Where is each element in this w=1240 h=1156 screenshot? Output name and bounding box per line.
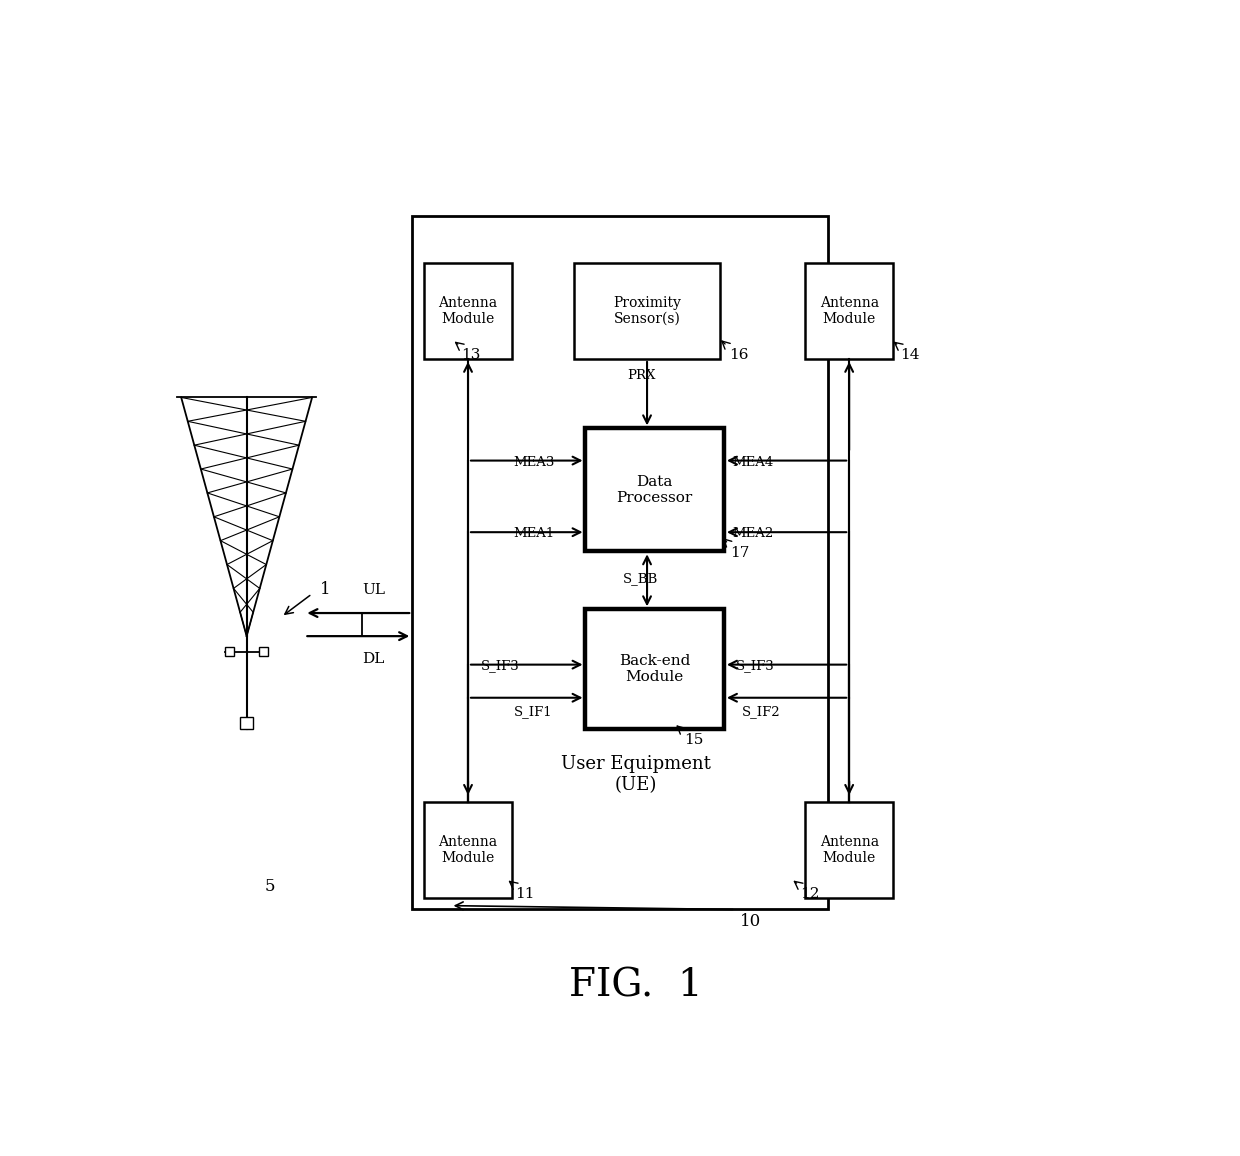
Text: PRX: PRX (627, 370, 656, 383)
Bar (241, 717, 253, 728)
Bar (585, 609, 724, 728)
Text: 10: 10 (739, 912, 760, 929)
Bar (412, 216, 828, 910)
Bar (424, 262, 512, 360)
Text: MEA3: MEA3 (513, 457, 554, 469)
Bar (585, 428, 724, 551)
Bar (259, 647, 268, 657)
Text: Antenna
Module: Antenna Module (820, 296, 879, 326)
Text: Antenna
Module: Antenna Module (820, 835, 879, 865)
Text: 14: 14 (900, 348, 920, 362)
Text: 5: 5 (264, 877, 275, 895)
Text: DL: DL (362, 652, 384, 666)
Text: MEA2: MEA2 (733, 527, 774, 540)
Text: 17: 17 (730, 546, 750, 560)
Text: 12: 12 (800, 887, 820, 901)
Text: 16: 16 (729, 348, 748, 362)
Text: MEA1: MEA1 (513, 527, 554, 540)
Text: 1: 1 (320, 581, 330, 599)
Text: Antenna
Module: Antenna Module (439, 835, 497, 865)
Bar (805, 802, 894, 898)
Bar (226, 647, 234, 657)
Text: FIG.  1: FIG. 1 (569, 968, 702, 1005)
Text: User Equipment
(UE): User Equipment (UE) (560, 755, 711, 794)
Text: Antenna
Module: Antenna Module (439, 296, 497, 326)
Text: S_IF2: S_IF2 (742, 705, 780, 718)
Text: 11: 11 (516, 887, 534, 901)
Bar (805, 262, 894, 360)
Text: S_BB: S_BB (624, 572, 658, 585)
Text: MEA4: MEA4 (733, 457, 774, 469)
Bar (424, 802, 512, 898)
Text: S_IF3: S_IF3 (735, 659, 774, 672)
Text: 15: 15 (684, 733, 703, 747)
Text: Back-end
Module: Back-end Module (619, 654, 691, 684)
Text: S_IF1: S_IF1 (513, 705, 552, 718)
Text: Proximity
Sensor(s): Proximity Sensor(s) (613, 296, 681, 326)
Bar (574, 262, 720, 360)
Text: 13: 13 (461, 348, 481, 362)
Text: UL: UL (362, 583, 386, 596)
Text: S_IF3: S_IF3 (481, 659, 520, 672)
Text: Data
Processor: Data Processor (616, 475, 693, 505)
